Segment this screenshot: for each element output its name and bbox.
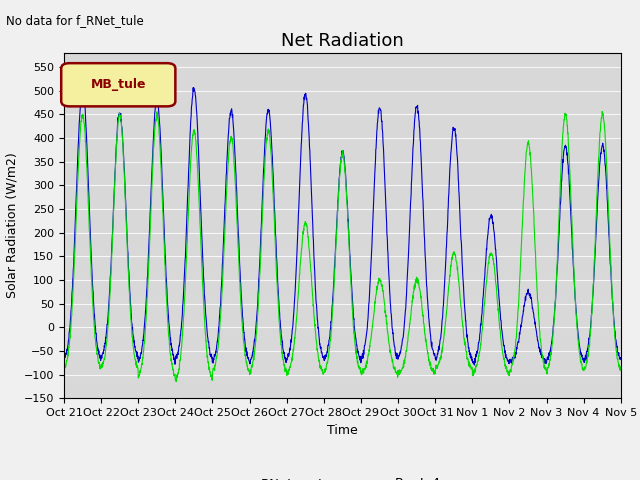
Title: Net Radiation: Net Radiation <box>281 32 404 50</box>
Y-axis label: Solar Radiation (W/m2): Solar Radiation (W/m2) <box>5 153 19 299</box>
X-axis label: Time: Time <box>327 424 358 437</box>
Legend: RNet_wat, Rnet_4way: RNet_wat, Rnet_4way <box>212 472 472 480</box>
FancyBboxPatch shape <box>61 63 175 107</box>
Text: No data for f_RNet_tule: No data for f_RNet_tule <box>6 14 144 27</box>
Text: MB_tule: MB_tule <box>90 78 146 91</box>
